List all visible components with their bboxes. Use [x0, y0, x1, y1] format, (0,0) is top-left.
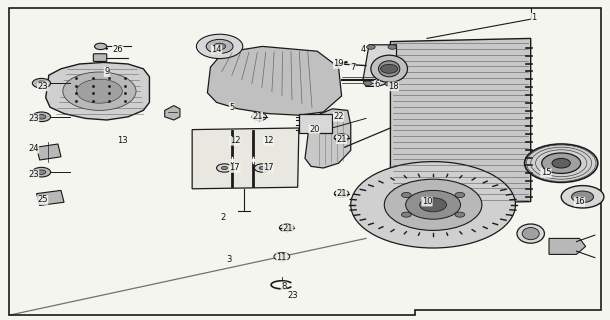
FancyBboxPatch shape	[299, 114, 332, 133]
Circle shape	[37, 170, 46, 174]
Text: 3: 3	[226, 255, 231, 264]
Text: 21: 21	[252, 112, 263, 121]
Polygon shape	[305, 109, 351, 168]
Circle shape	[552, 158, 570, 168]
Text: 10: 10	[422, 197, 432, 206]
Text: 15: 15	[540, 168, 551, 177]
Ellipse shape	[522, 228, 539, 240]
Text: 20: 20	[309, 125, 320, 134]
Text: 23: 23	[28, 170, 39, 179]
Polygon shape	[46, 62, 149, 120]
Circle shape	[37, 81, 46, 85]
Text: 26: 26	[112, 45, 123, 54]
Circle shape	[420, 198, 447, 212]
Circle shape	[542, 153, 581, 173]
Text: 5: 5	[229, 103, 234, 112]
Text: 11: 11	[276, 253, 287, 262]
Circle shape	[214, 43, 226, 50]
Text: 25: 25	[37, 196, 48, 204]
Text: 1: 1	[531, 13, 536, 22]
Text: 22: 22	[333, 112, 344, 121]
Text: 17: 17	[229, 164, 240, 172]
Circle shape	[217, 164, 232, 172]
Ellipse shape	[63, 72, 136, 110]
Circle shape	[455, 192, 465, 197]
Text: 21: 21	[282, 224, 293, 233]
Circle shape	[274, 252, 290, 261]
Text: 23: 23	[287, 292, 298, 300]
Text: 18: 18	[388, 82, 399, 91]
Ellipse shape	[378, 61, 400, 77]
Circle shape	[334, 190, 349, 197]
Circle shape	[561, 186, 604, 208]
Circle shape	[572, 191, 594, 203]
Circle shape	[252, 113, 267, 121]
Circle shape	[95, 43, 107, 50]
Circle shape	[254, 164, 270, 172]
Polygon shape	[207, 46, 342, 115]
FancyBboxPatch shape	[93, 54, 107, 61]
Polygon shape	[192, 128, 299, 189]
Polygon shape	[165, 106, 180, 120]
Text: 17: 17	[263, 164, 274, 172]
Circle shape	[196, 34, 243, 59]
Circle shape	[525, 144, 598, 182]
Polygon shape	[37, 144, 61, 160]
Circle shape	[279, 224, 294, 232]
Polygon shape	[363, 45, 396, 86]
Ellipse shape	[517, 224, 545, 243]
Circle shape	[406, 190, 461, 219]
Text: 9: 9	[104, 68, 109, 76]
Circle shape	[206, 39, 233, 53]
Circle shape	[388, 45, 396, 49]
Polygon shape	[37, 190, 64, 205]
Circle shape	[32, 167, 51, 177]
Circle shape	[259, 166, 265, 170]
Circle shape	[32, 112, 51, 122]
Circle shape	[384, 179, 482, 230]
Circle shape	[32, 78, 51, 88]
Text: 14: 14	[211, 45, 222, 54]
Text: 4: 4	[361, 45, 365, 54]
Text: 19: 19	[333, 60, 344, 68]
Text: 21: 21	[336, 189, 347, 198]
Text: 6: 6	[375, 80, 379, 89]
Text: 23: 23	[28, 114, 39, 123]
Polygon shape	[549, 238, 586, 254]
Circle shape	[401, 192, 411, 197]
Text: 2: 2	[220, 213, 225, 222]
Circle shape	[37, 115, 46, 119]
Text: 8: 8	[281, 282, 286, 291]
Polygon shape	[390, 38, 531, 205]
Circle shape	[221, 166, 228, 170]
Text: 16: 16	[574, 197, 585, 206]
Circle shape	[455, 212, 465, 217]
Ellipse shape	[371, 55, 407, 82]
Circle shape	[367, 45, 375, 49]
Circle shape	[381, 64, 398, 73]
Text: 24: 24	[28, 144, 39, 153]
Ellipse shape	[77, 79, 122, 103]
Text: 23: 23	[37, 82, 48, 91]
Circle shape	[351, 162, 515, 248]
Text: 21: 21	[336, 135, 347, 144]
Circle shape	[385, 82, 393, 86]
Circle shape	[401, 212, 411, 217]
Circle shape	[364, 81, 372, 85]
Text: 12: 12	[229, 136, 240, 145]
Text: 13: 13	[117, 136, 127, 145]
Circle shape	[334, 134, 349, 141]
Text: 12: 12	[263, 136, 274, 145]
Text: 7: 7	[350, 63, 355, 72]
